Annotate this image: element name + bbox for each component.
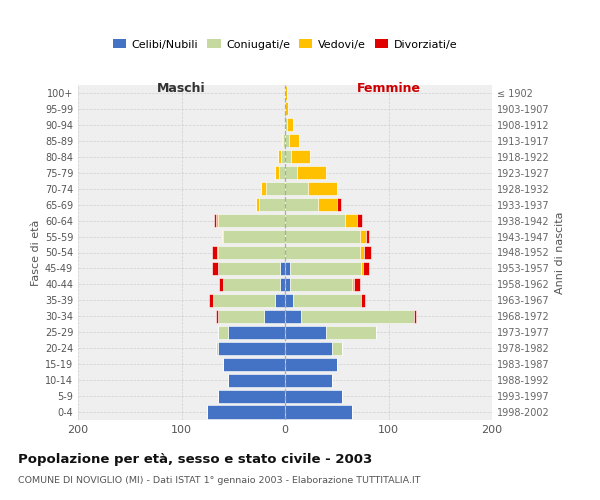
- Text: Popolazione per età, sesso e stato civile - 2003: Popolazione per età, sesso e stato civil…: [18, 452, 372, 466]
- Bar: [215, 214, 218, 227]
- Bar: [266, 182, 285, 195]
- Bar: [228, 374, 285, 386]
- Bar: [289, 134, 299, 147]
- Bar: [223, 230, 285, 243]
- Bar: [285, 294, 293, 307]
- Bar: [290, 262, 361, 275]
- Bar: [366, 230, 369, 243]
- Bar: [308, 182, 337, 195]
- Bar: [282, 134, 283, 147]
- Bar: [359, 230, 366, 243]
- Bar: [285, 150, 291, 164]
- Text: Maschi: Maschi: [157, 82, 206, 95]
- Bar: [361, 294, 365, 307]
- Bar: [285, 278, 290, 291]
- Bar: [355, 278, 359, 291]
- Legend: Celibi/Nubili, Coniugati/e, Vedovi/e, Divorziati/e: Celibi/Nubili, Coniugati/e, Vedovi/e, Di…: [110, 37, 460, 52]
- Bar: [285, 246, 359, 259]
- Bar: [218, 310, 265, 323]
- Y-axis label: Anni di nascita: Anni di nascita: [555, 211, 565, 294]
- Bar: [285, 374, 332, 386]
- Bar: [280, 262, 285, 275]
- Bar: [259, 198, 285, 211]
- Bar: [285, 166, 298, 179]
- Bar: [337, 198, 341, 211]
- Bar: [285, 214, 345, 227]
- Bar: [332, 342, 342, 355]
- Bar: [223, 278, 280, 291]
- Bar: [359, 246, 364, 259]
- Bar: [219, 278, 223, 291]
- Bar: [293, 294, 361, 307]
- Text: COMUNE DI NOVIGLIO (MI) - Dati ISTAT 1° gennaio 2003 - Elaborazione TUTTITALIA.I: COMUNE DI NOVIGLIO (MI) - Dati ISTAT 1° …: [18, 476, 421, 485]
- Bar: [285, 390, 342, 402]
- Bar: [285, 118, 287, 132]
- Bar: [278, 150, 281, 164]
- Bar: [287, 118, 293, 132]
- Bar: [326, 326, 376, 339]
- Bar: [285, 406, 352, 418]
- Bar: [256, 198, 259, 211]
- Bar: [345, 214, 358, 227]
- Bar: [215, 342, 218, 355]
- Bar: [214, 214, 215, 227]
- Bar: [218, 326, 228, 339]
- Bar: [285, 102, 288, 116]
- Bar: [285, 230, 359, 243]
- Bar: [362, 262, 369, 275]
- Bar: [285, 262, 290, 275]
- Bar: [291, 150, 310, 164]
- Bar: [228, 326, 285, 339]
- Bar: [218, 246, 285, 259]
- Bar: [275, 166, 279, 179]
- Bar: [285, 182, 308, 195]
- Bar: [212, 246, 217, 259]
- Bar: [212, 262, 218, 275]
- Bar: [222, 230, 223, 243]
- Bar: [212, 294, 275, 307]
- Bar: [223, 358, 285, 370]
- Text: Femmine: Femmine: [356, 82, 421, 95]
- Bar: [285, 342, 332, 355]
- Bar: [215, 310, 218, 323]
- Bar: [265, 310, 285, 323]
- Bar: [283, 134, 285, 147]
- Bar: [361, 262, 362, 275]
- Bar: [279, 166, 285, 179]
- Bar: [364, 246, 371, 259]
- Bar: [280, 278, 285, 291]
- Bar: [358, 214, 362, 227]
- Bar: [301, 310, 415, 323]
- Bar: [415, 310, 416, 323]
- Bar: [285, 358, 337, 370]
- Bar: [298, 166, 326, 179]
- Bar: [290, 278, 352, 291]
- Bar: [281, 150, 285, 164]
- Bar: [218, 262, 280, 275]
- Bar: [261, 182, 266, 195]
- Bar: [208, 406, 285, 418]
- Bar: [275, 294, 285, 307]
- Bar: [209, 294, 212, 307]
- Bar: [218, 214, 285, 227]
- Bar: [218, 342, 285, 355]
- Bar: [285, 134, 289, 147]
- Bar: [285, 86, 287, 100]
- Bar: [217, 246, 218, 259]
- Bar: [218, 390, 285, 402]
- Bar: [285, 198, 318, 211]
- Y-axis label: Fasce di età: Fasce di età: [31, 220, 41, 286]
- Bar: [285, 326, 326, 339]
- Bar: [352, 278, 355, 291]
- Bar: [285, 310, 301, 323]
- Bar: [318, 198, 337, 211]
